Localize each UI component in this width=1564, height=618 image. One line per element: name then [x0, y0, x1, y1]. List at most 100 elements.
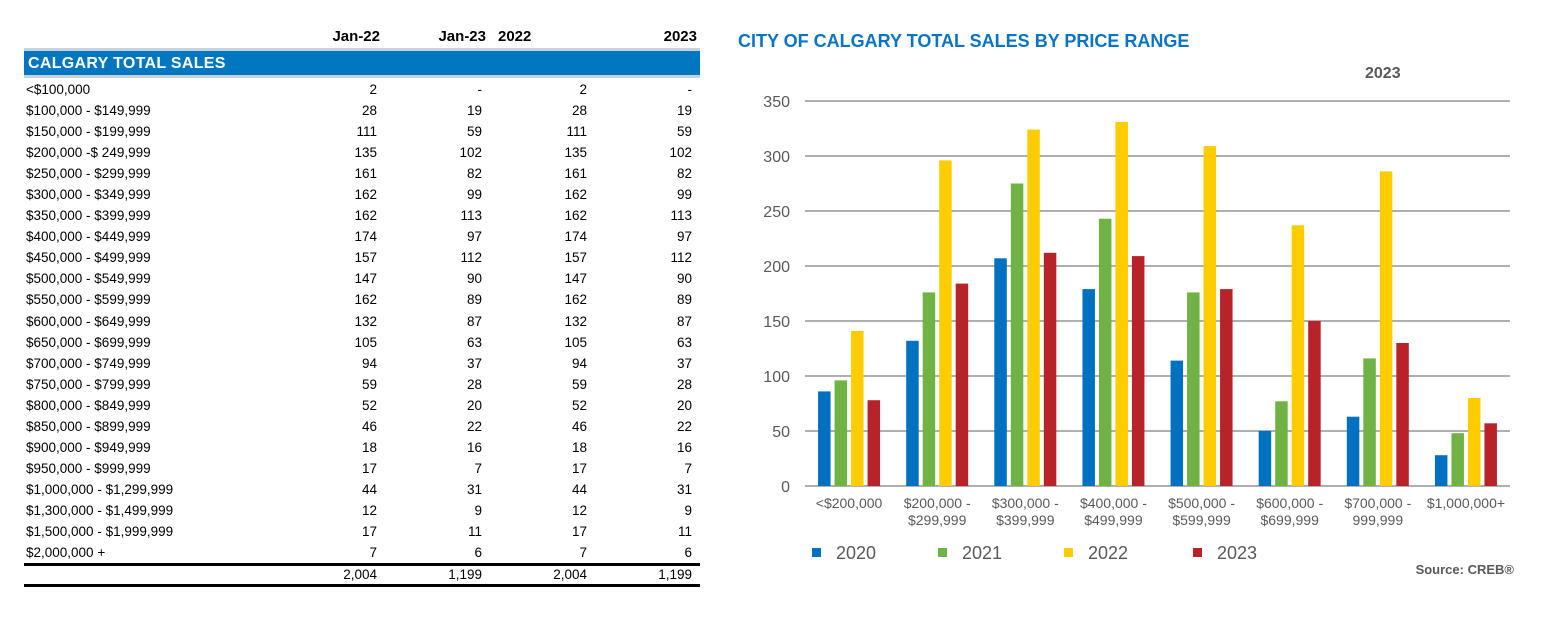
table-row: $600,000 - $649,999 132 87 132 87 — [24, 311, 700, 332]
total-cell: 2,004 — [343, 567, 377, 583]
table-cell: 20 — [466, 397, 482, 413]
legend-label: 2023 — [1217, 543, 1258, 563]
legend-swatch — [812, 548, 821, 557]
table-cell: 59 — [466, 124, 482, 140]
y-tick-label: 50 — [772, 424, 790, 441]
table-cell: 174 — [564, 229, 587, 245]
bar-2023 — [867, 400, 881, 486]
table-cell: 97 — [676, 229, 692, 245]
bar-2021 — [1187, 292, 1200, 486]
table-row: $100,000 - $149,999 28 19 28 19 — [24, 100, 700, 121]
table-total-row: 2,004 1,199 2,004 1,199 — [24, 566, 700, 588]
table-cell: 19 — [676, 103, 692, 119]
table-cell: 20 — [676, 397, 692, 413]
price-range-label: $750,000 - $799,999 — [26, 376, 151, 392]
total-cell: 1,199 — [658, 567, 692, 583]
legend-item-2023: 2023 — [1193, 543, 1257, 564]
bar-2021 — [834, 380, 848, 486]
table-cell: 135 — [564, 145, 587, 161]
table-cell: 7 — [474, 460, 482, 476]
table-cell: 17 — [571, 523, 587, 539]
price-range-label: $100,000 - $149,999 — [26, 103, 151, 119]
legend-swatch — [1193, 548, 1202, 557]
table-cell: 16 — [466, 439, 482, 455]
table-cell: 63 — [676, 334, 692, 350]
table-cell: 2 — [369, 82, 377, 97]
bar-2022 — [1379, 171, 1393, 486]
table-cell: 89 — [676, 292, 692, 308]
x-tick-label: <$200,000 — [816, 495, 883, 511]
column-header-2023: 2023 — [663, 28, 697, 45]
price-range-label: $450,000 - $499,999 — [26, 250, 151, 266]
table-cell: 113 — [670, 208, 692, 224]
table-cell: 59 — [571, 376, 587, 392]
legend-swatch — [1064, 548, 1073, 557]
y-tick-label: 200 — [763, 259, 790, 276]
x-tick-label: $499,999 — [1084, 512, 1143, 528]
bar-2021 — [922, 292, 936, 486]
x-tick-label: $200,000 - — [904, 495, 971, 511]
table-cell: - — [687, 82, 693, 97]
table-cell: 89 — [466, 292, 482, 308]
price-range-label: $400,000 - $449,999 — [26, 229, 151, 245]
table-cell: 162 — [354, 187, 377, 203]
table-cell: 162 — [564, 292, 587, 308]
price-range-label: $800,000 - $849,999 — [26, 397, 151, 413]
table-cell: 18 — [571, 439, 587, 455]
x-tick-label: $500,000 - — [1168, 495, 1235, 511]
x-tick-label: $300,000 - — [992, 495, 1059, 511]
table-cell: 132 — [354, 313, 377, 329]
table-cell: 135 — [354, 145, 377, 161]
table-row: $250,000 - $299,999 161 82 161 82 — [24, 163, 700, 184]
bar-2023 — [1396, 343, 1409, 486]
x-tick-label: $299,999 — [908, 512, 967, 528]
column-header-jan22: Jan-22 — [332, 28, 380, 45]
price-range-label: $1,500,000 - $1,999,999 — [26, 523, 174, 539]
chart-subtitle: 2023 — [1365, 65, 1401, 82]
bar-2023 — [1484, 423, 1497, 486]
table-cell: 112 — [670, 250, 692, 266]
table-row: $300,000 - $349,999 162 99 162 99 — [24, 184, 700, 205]
table-row: $700,000 - $749,999 94 37 94 37 — [24, 353, 700, 374]
price-range-label: $1,300,000 - $1,499,999 — [26, 502, 174, 518]
price-range-label: $600,000 - $649,999 — [26, 313, 151, 329]
table-row: $650,000 - $699,999 105 63 105 63 — [24, 332, 700, 353]
table-cell: 97 — [466, 229, 482, 245]
table-cell: 87 — [676, 313, 692, 329]
sales-table: Jan-22 Jan-23 2022 2023 CALGARY TOTAL SA… — [24, 26, 700, 588]
bar-2023 — [1131, 256, 1145, 486]
bar-2022 — [851, 330, 864, 486]
total-cell: 1,199 — [448, 567, 482, 583]
table-cell: 157 — [354, 250, 377, 266]
table-cell: 17 — [361, 523, 377, 539]
table-cell: 112 — [460, 250, 482, 266]
table-cell: 82 — [676, 166, 692, 182]
legend-swatch — [938, 548, 947, 557]
price-range-label: $300,000 - $349,999 — [26, 187, 151, 203]
x-tick-label: $600,000 - — [1256, 495, 1323, 511]
table-cell: 22 — [466, 418, 482, 434]
table-cell: 162 — [354, 208, 377, 224]
table-cell: 82 — [466, 166, 482, 182]
table-row: $450,000 - $499,999 157 112 157 112 — [24, 247, 700, 268]
table-row: $850,000 - $899,999 46 22 46 22 — [24, 416, 700, 437]
table-cell: 9 — [684, 502, 692, 518]
table-cell: 102 — [669, 145, 692, 161]
table-cell: 31 — [466, 481, 482, 497]
price-range-label: $1,000,000 - $1,299,999 — [26, 481, 174, 497]
table-cell: 90 — [676, 271, 692, 287]
table-cell: 17 — [361, 460, 377, 476]
column-header-jan23: Jan-23 — [438, 28, 486, 45]
table-cell: 9 — [474, 502, 482, 518]
table-cell: 7 — [579, 545, 587, 561]
table-cell: 31 — [676, 481, 692, 497]
legend-label: 2021 — [962, 543, 1003, 563]
bar-2023 — [955, 283, 969, 486]
y-tick-label: 100 — [763, 369, 790, 386]
bar-2020 — [1258, 431, 1272, 486]
table-cell: 113 — [460, 208, 482, 224]
table-cell: 147 — [354, 271, 377, 287]
bar-2022 — [1027, 129, 1040, 486]
table-cell: 105 — [564, 334, 587, 350]
table-cell: 44 — [361, 481, 377, 497]
